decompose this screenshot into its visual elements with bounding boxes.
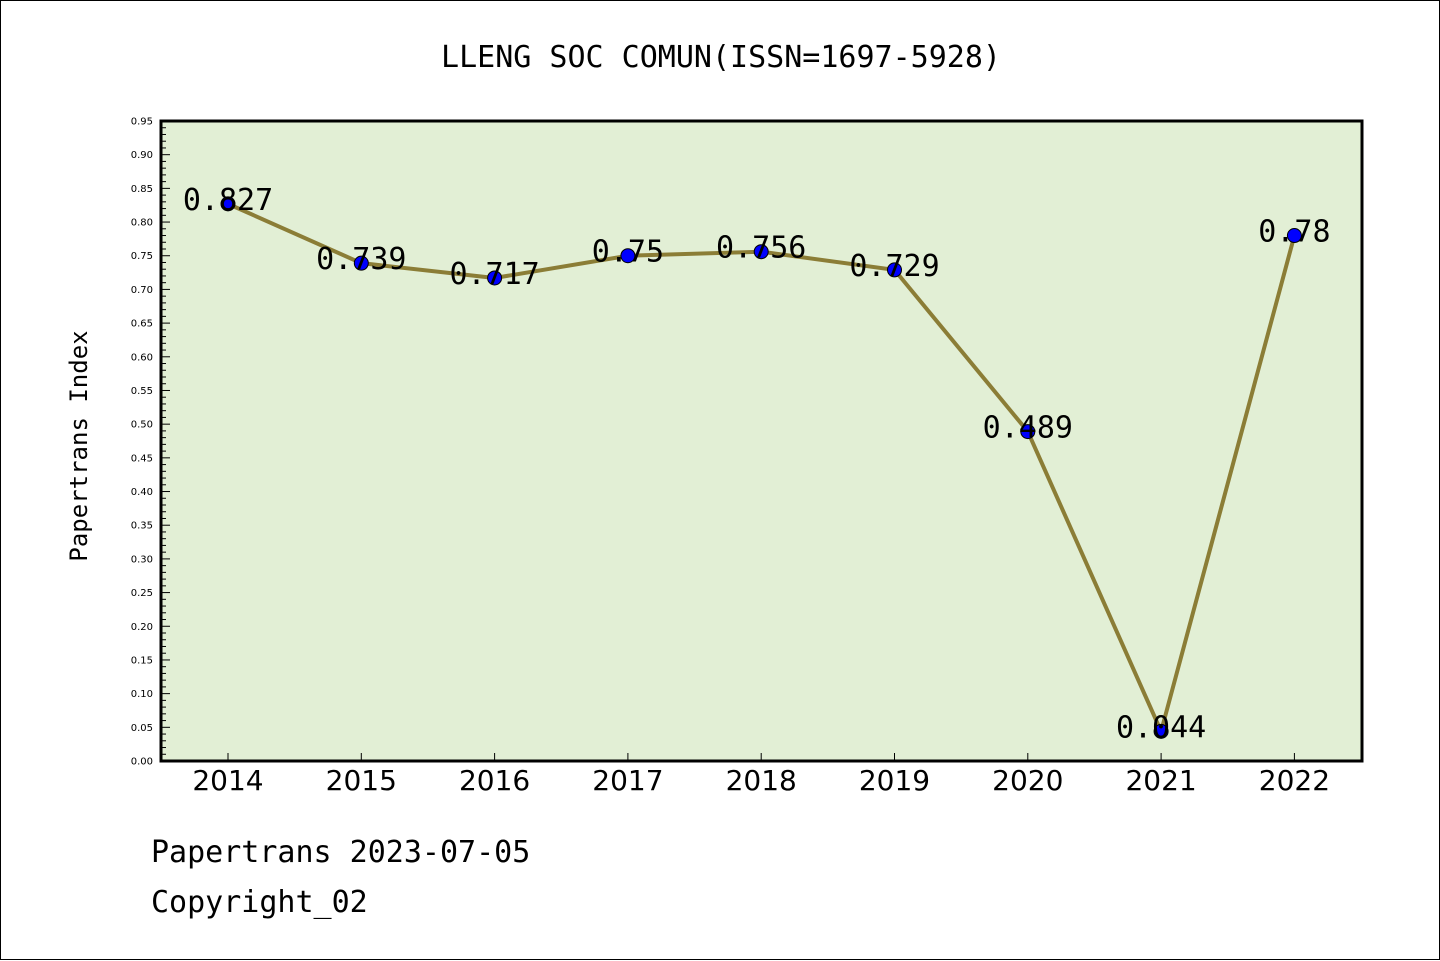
data-point [353,255,369,271]
x-tick-label: 2016 [459,764,530,797]
y-tick-label: 0.50 [131,420,153,431]
x-tick-label: 2014 [192,764,263,797]
y-tick-label: 0.45 [131,453,153,464]
y-tick-label: 0.10 [131,689,153,700]
y-axis-label: Papertrans Index [65,330,93,561]
data-label: 0.739 [316,242,406,277]
y-tick-label: 0.20 [131,622,153,633]
y-tick-label: 0.70 [131,285,153,296]
x-tick-label: 2022 [1259,764,1330,797]
y-tick-label: 0.05 [131,723,153,734]
series-group [220,196,1302,739]
x-axis: 2014 2015 2016 2017 2018 2019 2020 2021 2022 [192,753,1330,797]
data-point [1153,723,1169,739]
data-label: 0.044 [1116,710,1206,745]
y-tick-label: 0.15 [131,655,153,666]
chart-title: LLENG SOC COMUN(ISSN=1697-5928) [441,40,1001,75]
data-label: 0.75 [592,235,664,270]
y-tick-label: 0.25 [131,588,153,599]
x-tick-label: 2020 [992,764,1063,797]
data-label: 0.78 [1258,215,1330,250]
data-point [1020,424,1036,440]
footer-copyright: Copyright_02 [151,885,368,920]
y-tick-label: 0.75 [131,251,153,262]
y-tick-label: 0.55 [131,386,153,397]
x-tick-label: 2018 [726,764,797,797]
data-point [753,244,769,260]
x-tick-label: 2017 [592,764,663,797]
data-point [887,262,902,278]
data-label: 0.717 [449,257,539,292]
plot-border [159,119,1364,763]
y-tick-label: 0.60 [131,352,153,363]
y-tick-label: 0.40 [131,487,153,498]
x-tick-label: 2021 [1125,764,1196,797]
data-point [620,248,636,264]
y-tick-label: 0.65 [131,319,153,330]
data-point [1286,228,1302,244]
y-tick-label: 0.95 [131,117,153,128]
y-tick-label: 0.85 [131,184,153,195]
data-label: 0.827 [183,183,273,218]
x-tick-label: 2015 [326,764,397,797]
y-tick-label: 0.90 [131,150,153,161]
x-tick-label: 2019 [859,764,930,797]
y-tick-label: 0.35 [131,521,153,532]
data-label: 0.489 [983,411,1073,446]
plot-area [161,121,1362,761]
data-point [220,196,236,212]
data-label: 0.729 [849,249,939,284]
footer-date: Papertrans 2023-07-05 [151,835,531,870]
data-label: 0.756 [716,231,806,266]
y-tick-label: 0.30 [131,554,153,565]
data-point [487,270,503,286]
y-tick-label: 0.80 [131,218,153,229]
y-tick-label: 0.00 [131,757,153,768]
data-labels-group: 0.827 0.739 0.717 0.75 0.756 0.729 0.489 0.044 0… [183,183,1331,745]
